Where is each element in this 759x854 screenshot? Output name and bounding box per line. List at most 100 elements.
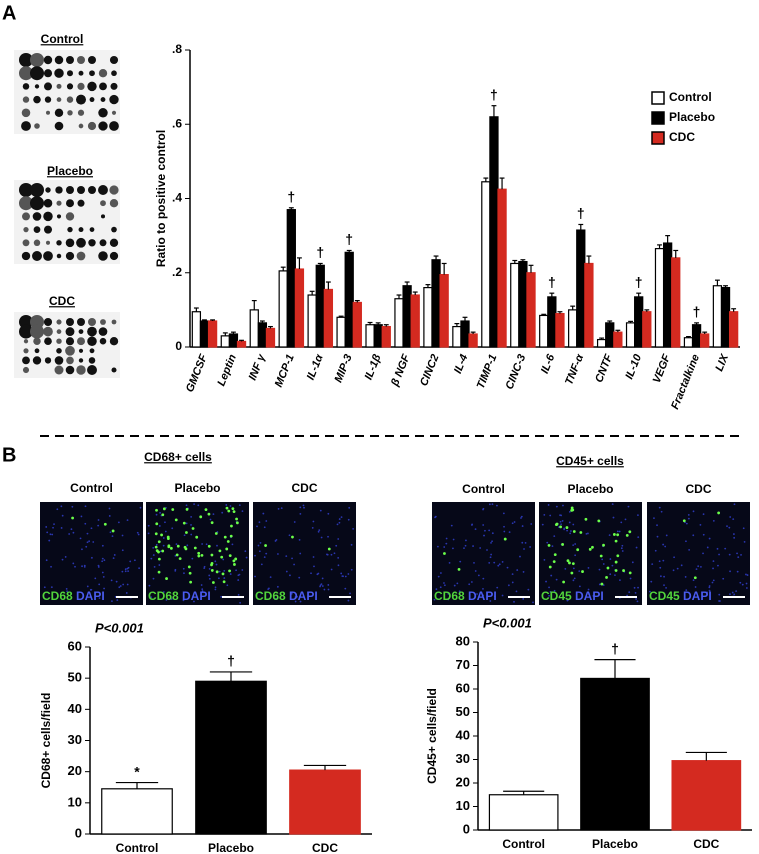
nucleus <box>122 583 125 586</box>
nucleus <box>183 534 186 537</box>
nucleus <box>523 548 525 550</box>
blot-spot <box>78 123 84 129</box>
micrograph-column-label: Control <box>462 482 505 496</box>
positive-cell <box>71 516 74 520</box>
nucleus <box>482 594 485 597</box>
bar <box>596 338 607 348</box>
blot-spot <box>43 317 53 327</box>
nucleus <box>559 520 562 523</box>
nucleus <box>570 530 572 532</box>
nucleus <box>620 547 623 550</box>
nucleus <box>293 563 295 566</box>
x-tick-label: TNF-α <box>563 352 587 387</box>
blot-label: Placebo <box>47 164 93 178</box>
positive-cell <box>571 508 575 512</box>
bar <box>315 264 325 348</box>
nucleus <box>688 548 691 551</box>
nucleus <box>51 533 54 536</box>
blot-spot <box>54 356 64 365</box>
blot-spot <box>88 318 96 326</box>
nucleus <box>60 527 63 529</box>
positive-cell <box>614 569 618 572</box>
nucleus <box>736 552 738 555</box>
blot-spot <box>44 82 52 91</box>
nucleus <box>624 518 627 521</box>
blot-spot <box>56 83 62 89</box>
nucleus <box>669 598 672 600</box>
nucleus <box>111 600 113 603</box>
blot-spot <box>87 326 97 337</box>
x-tick-label: CINC-3 <box>504 353 529 391</box>
blot-spot <box>33 239 41 247</box>
nucleus <box>553 589 556 592</box>
blot-spot <box>22 239 30 247</box>
nucleus <box>482 508 484 511</box>
positive-cell <box>207 544 211 548</box>
nucleus <box>443 584 446 587</box>
bar <box>634 296 644 348</box>
positive-cell <box>568 561 571 565</box>
bar <box>555 312 565 348</box>
nucleus <box>97 524 100 527</box>
nucleus <box>522 598 525 600</box>
blot-spot <box>109 199 119 208</box>
nucleus <box>452 547 454 550</box>
nucleus <box>737 556 740 559</box>
nucleus <box>609 573 612 576</box>
blot-spot <box>56 319 62 325</box>
blot-spot <box>33 95 41 104</box>
panel-label: A <box>2 2 16 24</box>
nucleus <box>445 537 448 540</box>
nucleus <box>484 529 486 532</box>
nucleus <box>716 547 719 550</box>
bar <box>576 229 586 348</box>
positive-cell <box>221 572 225 576</box>
positive-cell <box>599 554 603 558</box>
nucleus <box>548 586 550 589</box>
nucleus <box>511 522 514 525</box>
nucleus <box>486 549 488 551</box>
nucleus <box>336 523 339 526</box>
bar <box>613 331 623 348</box>
blot-spot <box>44 96 52 103</box>
nucleus <box>473 561 475 564</box>
blot-spot <box>34 123 40 129</box>
x-tick-label: MIP-3 <box>333 353 355 385</box>
bar <box>228 333 239 348</box>
blot-spot <box>111 319 117 325</box>
nucleus <box>650 580 653 583</box>
nucleus <box>190 515 193 518</box>
positive-cell <box>200 553 204 557</box>
blot-spot <box>109 121 119 131</box>
y-tick-label: 80 <box>456 633 470 648</box>
nucleus <box>562 504 564 507</box>
nucleus <box>697 565 700 568</box>
nucleus <box>94 577 97 580</box>
nucleus <box>619 579 621 582</box>
positive-cell <box>157 540 161 544</box>
nucleus <box>585 532 588 535</box>
blot-spot <box>21 121 31 131</box>
blot-label: Control <box>41 32 84 46</box>
blot-spot <box>100 200 106 207</box>
blot-spot <box>98 251 108 261</box>
nucleus <box>66 590 68 593</box>
nucleus <box>471 523 474 526</box>
positive-cell <box>233 563 236 566</box>
legend-label: Control <box>669 90 712 104</box>
significance-mark: † <box>577 205 585 221</box>
positive-cell <box>185 531 188 534</box>
nucleus <box>543 513 546 516</box>
micrograph-column-label: Control <box>70 481 113 495</box>
blot-spot <box>66 199 74 208</box>
nucleus <box>659 575 662 578</box>
nucleus <box>347 599 350 602</box>
nucleus <box>302 504 305 507</box>
nucleus <box>174 554 177 557</box>
positive-cell <box>606 566 610 570</box>
positive-cell <box>160 533 163 537</box>
nucleus <box>491 503 494 506</box>
nucleus <box>608 534 611 537</box>
nucleus <box>327 588 330 591</box>
nucleus <box>98 583 101 586</box>
